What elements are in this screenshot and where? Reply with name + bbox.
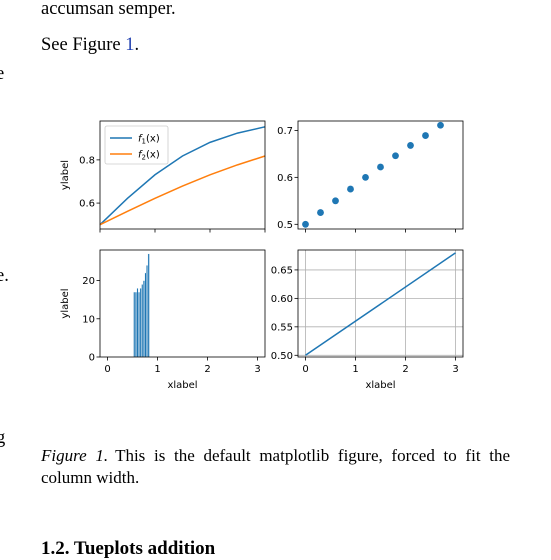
histogram-bar [144,272,147,358]
histogram-bar [139,288,142,358]
histogram-bar [141,284,144,358]
histogram-bar [147,253,150,358]
figure-reference-sentence: See Figure 1. [41,35,139,56]
legend: f1(x) f2(x) [104,125,169,165]
x-tick-label: 1 [352,364,358,375]
axes-frame [297,249,464,358]
figure-link[interactable]: 1 [125,35,135,55]
subplot-top-right: 0.5 0.6 0.7 [277,120,464,233]
x-tick-label: 2 [204,364,210,375]
series-line-1 [305,252,456,356]
caption-text: This is the default matplotlib figure, f… [41,446,510,487]
histogram-bar [146,265,149,358]
y-tick-label: 0.50 [271,351,293,362]
y-axis-label: ylabel [60,160,71,190]
scatter-point [332,197,339,205]
histogram-bar [134,291,137,358]
y-tick-label: 0.6 [277,173,293,184]
scatter-point [407,142,414,149]
y-tick-label: 0.8 [79,155,95,166]
y-axis-label: ylabel [60,288,71,318]
scatter-point [422,132,429,139]
scatter-point [302,220,309,228]
paragraph-tail: accumsan semper. [41,0,176,19]
x-axis-label: xlabel [167,380,197,391]
subplot-bottom-left: 0 1 2 3 0 10 20 xlabel ylabel [60,249,266,391]
margin-fragment: g [0,428,6,448]
histogram-bar [142,280,145,358]
see-prefix: See Figure [41,35,126,55]
x-tick-label: 1 [154,364,160,375]
margin-fragment: e. [0,266,9,286]
y-tick-label: 0.7 [277,126,293,137]
histogram-bar [136,288,139,358]
scatter-point [317,209,324,216]
subplot-top-left: 0.6 0.8 ylabel f1(x) f2(x) [60,120,266,233]
scatter-point [362,173,369,181]
figure-caption: Figure 1. This is the default matplotlib … [41,445,510,489]
subplot-bottom-right: 0 1 2 3 0.50 0.55 0.60 0.65 xlabel [271,249,464,391]
legend-label: f2(x) [138,150,160,162]
series-line-1 [99,126,266,226]
histogram-bar [138,291,141,358]
y-tick-label: 0.6 [79,199,95,210]
scatter-point [377,163,384,171]
y-tick-label: 0 [89,353,95,364]
histogram-bar [133,291,136,358]
x-tick-label: 3 [452,364,458,375]
x-axis-label: xlabel [365,380,395,391]
caption-label: Figure 1. [41,446,109,465]
y-tick-label: 0.5 [277,220,293,231]
y-tick-label: 0.60 [271,294,293,305]
scatter-point [347,185,354,193]
x-tick-label: 0 [104,364,110,375]
margin-fragment: e [0,64,5,84]
y-tick-label: 20 [82,276,95,287]
scatter-point [437,121,444,129]
x-tick-label: 3 [254,364,260,375]
section-heading: 1.2. Tueplots addition [41,538,216,559]
y-tick-label: 0.55 [271,322,293,333]
axes-frame [99,249,266,358]
scatter-point [392,152,399,160]
see-suffix: . [134,35,140,55]
y-tick-label: 0.65 [271,265,293,276]
series-line-2 [99,155,266,226]
axes-frame [99,120,266,230]
axes-frame [297,120,464,230]
x-tick-label: 0 [302,364,308,375]
x-tick-label: 2 [402,364,408,375]
legend-label: f1(x) [138,134,160,146]
y-tick-label: 10 [82,314,95,325]
